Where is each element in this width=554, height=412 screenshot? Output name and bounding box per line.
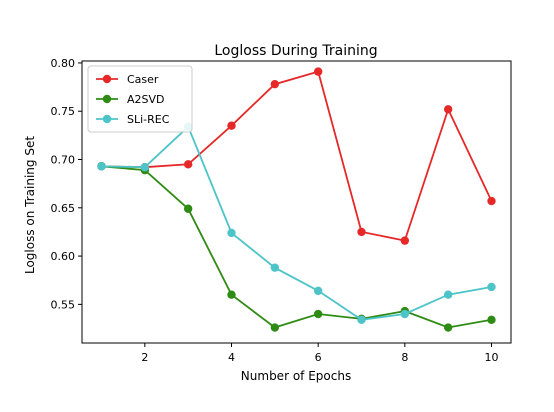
data-point-sli-rec <box>443 290 453 299</box>
data-point-caser <box>357 227 366 237</box>
chart-title: Logloss During Training <box>214 43 377 59</box>
data-point-sli-rec <box>313 286 323 296</box>
data-point-a2svd <box>270 323 280 332</box>
series-line-caser <box>101 70 493 242</box>
y-axis-label: Logloss on Training Set <box>23 136 37 274</box>
data-point-sli-rec <box>97 162 106 171</box>
x-tick-label: 4 <box>228 351 235 364</box>
series-line-sli-rec <box>101 125 492 321</box>
legend-label: SLi-REC <box>127 113 170 126</box>
x-tick-label: 6 <box>315 351 322 364</box>
legend-box <box>87 65 193 133</box>
legend-swatch-marker <box>102 114 112 124</box>
x-tick-label: 8 <box>401 351 408 364</box>
data-point-a2svd <box>313 309 323 319</box>
data-point-a2svd <box>487 315 496 325</box>
data-point-sli-rec <box>227 228 236 238</box>
legend-swatch-marker <box>102 74 112 84</box>
y-tick-label: 0.60 <box>51 250 76 263</box>
legend-label: Caser <box>127 73 159 86</box>
data-point-a2svd <box>227 290 236 299</box>
data-point-a2svd <box>183 204 193 213</box>
data-point-caser <box>487 196 496 206</box>
data-point-sli-rec <box>357 315 366 325</box>
data-point-caser <box>400 236 410 245</box>
legend-swatch-marker <box>102 94 112 104</box>
legend-entry-caser: Caser <box>96 73 159 86</box>
data-point-a2svd <box>443 323 453 332</box>
y-tick-label: 0.55 <box>51 298 76 311</box>
data-point-caser <box>443 105 453 114</box>
y-tick-label: 0.80 <box>51 57 76 70</box>
y-tick-label: 0.75 <box>51 105 76 118</box>
data-point-sli-rec <box>487 282 496 292</box>
x-tick-label: 2 <box>141 351 148 364</box>
ticks-layer: 2 4 6 8 10 0.55 0.60 0.65 0.70 0.75 0.80 <box>51 57 499 364</box>
legend-label: A2SVD <box>127 93 165 106</box>
data-point-caser <box>313 67 323 76</box>
series-lines-layer <box>97 67 496 332</box>
data-point-sli-rec <box>140 163 150 172</box>
data-point-sli-rec <box>400 309 410 319</box>
legend: Caser A2SVD SLi-REC <box>87 65 193 133</box>
series-sli-rec <box>97 122 496 325</box>
data-point-sli-rec <box>270 263 280 272</box>
plot-frame <box>81 60 512 344</box>
legend-entry-sli-rec: SLi-REC <box>96 113 170 126</box>
x-tick-label: 10 <box>485 351 499 364</box>
data-point-caser <box>183 160 193 169</box>
legend-entry-a2svd: A2SVD <box>96 93 165 106</box>
data-point-caser <box>227 121 236 130</box>
series-line-a2svd <box>101 165 492 329</box>
data-point-caser <box>270 79 280 89</box>
y-tick-label: 0.70 <box>51 154 76 167</box>
x-axis-label: Number of Epochs <box>241 369 351 383</box>
y-tick-label: 0.65 <box>51 202 76 215</box>
series-a2svd <box>97 162 496 332</box>
